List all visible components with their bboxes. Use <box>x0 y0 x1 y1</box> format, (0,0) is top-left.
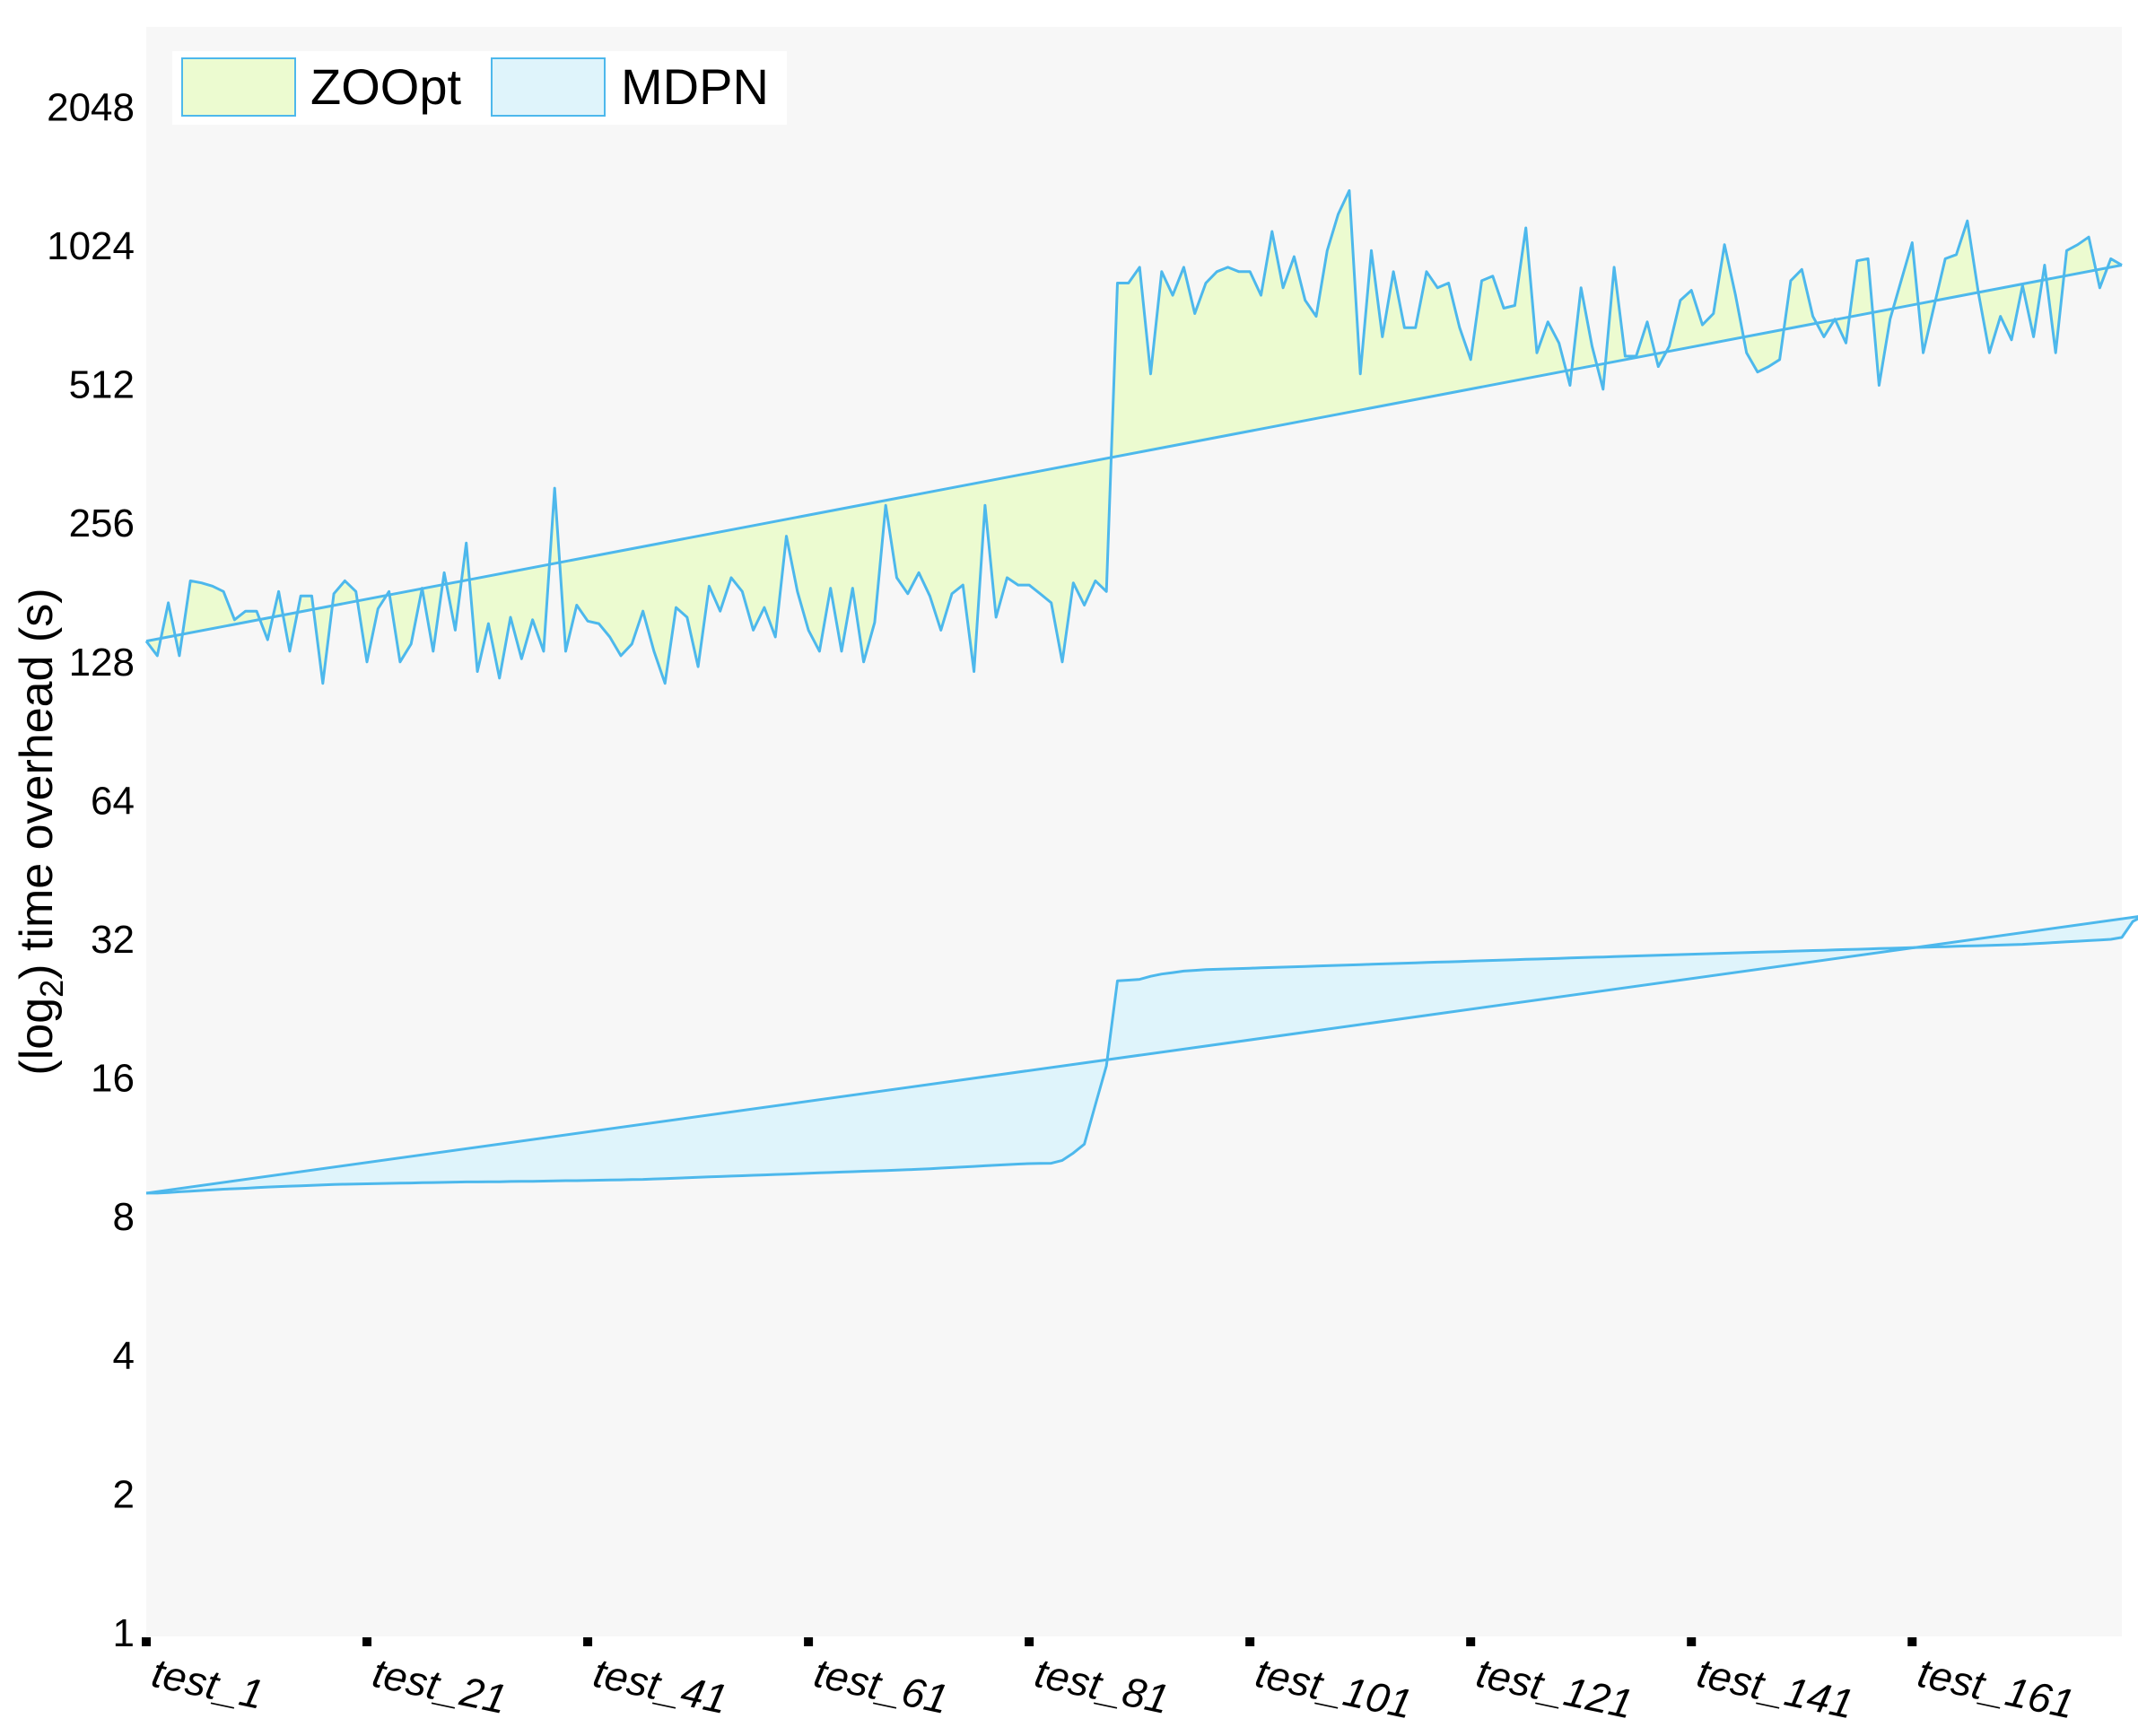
y-tick-label: 1 <box>113 1611 135 1655</box>
x-tick-label: test_161 <box>1914 1649 2078 1728</box>
y-tick-label: 1024 <box>47 224 135 268</box>
y-tick-label: 512 <box>69 363 135 407</box>
mdpn-series <box>145 915 2138 1195</box>
x-tick-label: test_141 <box>1693 1649 1857 1728</box>
legend-label-mdpn: MDPN <box>621 58 769 115</box>
plot-background <box>146 27 2122 1636</box>
zoopt-fill-area <box>146 190 2122 684</box>
mdpn-line <box>146 917 2138 1195</box>
x-tick-label: test_1 <box>148 1649 267 1718</box>
mdpn-trend-line <box>145 915 2138 1195</box>
zoopt-trend-line <box>145 264 2123 643</box>
zoopt-line <box>144 188 2123 685</box>
y-tick-label: 64 <box>91 779 135 823</box>
x-tick-mark <box>362 1637 372 1646</box>
zoopt-series <box>144 188 2123 685</box>
legend-swatch-zoopt <box>181 57 296 117</box>
x-tick-label: test_21 <box>369 1649 511 1723</box>
y-axis: 1 2 4 8 16 32 64 128 256 512 1024 2048 <box>47 85 135 1655</box>
x-tick-mark <box>1025 1637 1034 1646</box>
legend[interactable]: ZOOpt MDPN <box>172 51 787 125</box>
x-tick-label: test_101 <box>1252 1649 1416 1728</box>
x-tick-label: test_61 <box>810 1649 952 1723</box>
x-tick-mark <box>804 1637 814 1646</box>
y-tick-label: 16 <box>91 1057 135 1101</box>
legend-label-zoopt: ZOOpt <box>310 58 461 115</box>
y-axis-label-subscript: 2 <box>33 980 70 998</box>
y-tick-label: 32 <box>91 918 135 962</box>
x-tick-mark <box>583 1637 593 1646</box>
x-tick-label: test_81 <box>1031 1649 1173 1723</box>
y-axis-label: (log2) time overhead (s) <box>11 588 70 1075</box>
x-tick-mark <box>142 1637 151 1646</box>
y-tick-label: 2048 <box>47 85 135 129</box>
y-tick-label: 4 <box>113 1334 135 1378</box>
x-tick-label: test_41 <box>589 1649 731 1723</box>
y-tick-label: 2 <box>113 1472 135 1516</box>
y-tick-label: 256 <box>69 502 135 545</box>
y-tick-label: 128 <box>69 641 135 685</box>
x-tick-mark <box>1907 1637 1917 1646</box>
legend-swatch-mdpn <box>491 57 606 117</box>
x-tick-label: test_121 <box>1472 1649 1636 1728</box>
x-tick-mark <box>1466 1637 1476 1646</box>
x-tick-mark <box>1687 1637 1697 1646</box>
y-tick-label: 8 <box>113 1195 135 1239</box>
x-tick-mark <box>1245 1637 1255 1646</box>
x-axis: test_1 test_21 test_41 test_61 test_81 test_1… <box>142 1637 2079 1727</box>
